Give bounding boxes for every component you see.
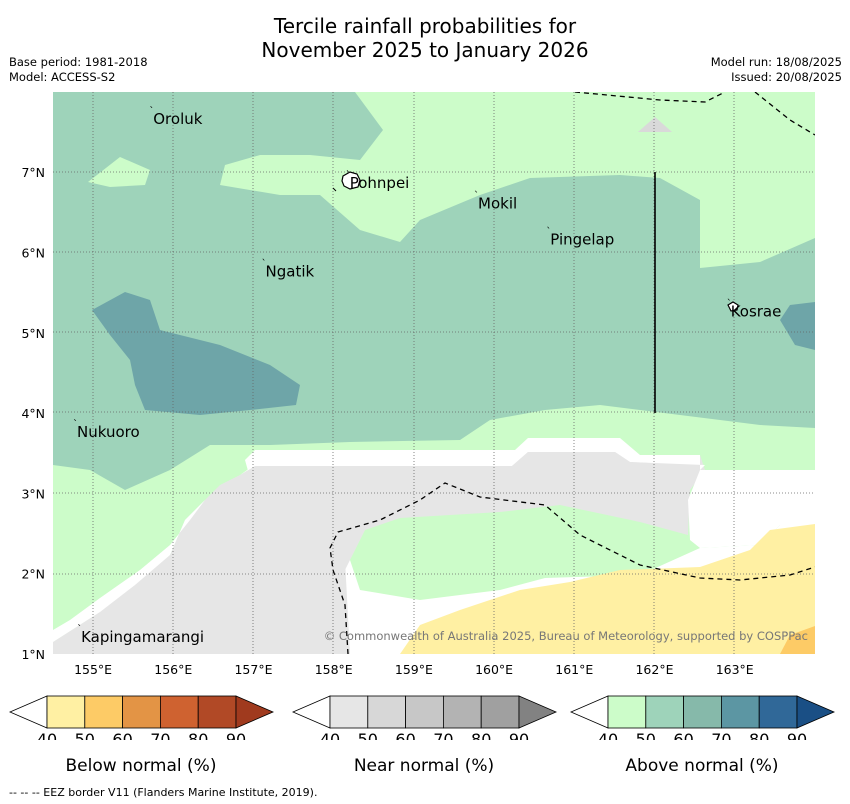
eez-footnote: -- -- -- EEZ border V11 (Flanders Marine… <box>9 786 318 799</box>
place-marker: ` <box>346 169 351 181</box>
lon-tick-label: 155°E <box>74 662 112 677</box>
colorbar-segment <box>758 695 798 729</box>
place-marker: ` <box>262 258 267 270</box>
colorbar-tick-label: 80 <box>471 730 491 740</box>
copyright-text: © Commonwealth of Australia 2025, Bureau… <box>324 629 808 643</box>
place-label: Pingelap <box>550 230 614 248</box>
colorbar-tick-label: 70 <box>711 730 731 740</box>
place-label: Kosrae <box>731 303 782 321</box>
lat-tick-label: 6°N <box>21 246 45 261</box>
lon-tick-label: 159°E <box>395 662 433 677</box>
colorbar-segment <box>683 695 722 729</box>
colorbar-tick-label: 50 <box>75 730 95 740</box>
near-normal-label: Near normal (%) <box>353 756 495 776</box>
colorbar-segment <box>46 695 86 729</box>
below-normal-colorbar: 40 50 60 70 80 90 <box>8 695 275 740</box>
latitude-labels: 1°N 2°N 3°N 4°N 5°N 6°N 7°N <box>21 165 45 662</box>
colorbar-tick-label: 80 <box>188 730 208 740</box>
colorbar-tick-label: 90 <box>226 730 246 740</box>
near-normal-colorbar: 40 50 60 70 80 90 <box>291 695 558 740</box>
lat-tick-label: 1°N <box>21 647 45 662</box>
colorbar-tick-label: 40 <box>37 730 57 740</box>
place-marker: ` <box>149 105 154 117</box>
longitude-labels: 155°E 156°E 157°E 158°E 159°E 160°E 161°E 162°E… <box>74 662 754 677</box>
lat-tick-label: 3°N <box>21 486 45 501</box>
colorbar-tick-label: 40 <box>598 730 618 740</box>
place-label: Mokil <box>478 194 517 212</box>
colorbar-tick-label: 70 <box>433 730 453 740</box>
colorbar-segment <box>645 695 684 729</box>
colorbar-min-extension <box>569 695 609 729</box>
colorbar-min-extension <box>291 695 331 729</box>
below-normal-label: Below normal (%) <box>65 756 217 776</box>
place-label: Ngatik <box>266 263 315 281</box>
colorbar-tick-label: 60 <box>673 730 693 740</box>
colorbar-tick-label: 60 <box>112 730 132 740</box>
colorbar-segment <box>84 695 124 729</box>
above-normal-60-70-region <box>92 292 300 415</box>
lon-tick-label: 162°E <box>635 662 673 677</box>
graticule <box>53 92 815 654</box>
model-name: Model: ACCESS-S2 <box>9 70 116 84</box>
colorbar-max-extension <box>796 695 836 729</box>
chart-title-line1: Tercile rainfall probabilities for <box>273 14 577 38</box>
issued-date: Issued: 20/08/2025 <box>731 70 842 84</box>
place-label: Kapingamarangi <box>81 628 204 646</box>
lat-tick-label: 2°N <box>21 567 45 582</box>
colorbar-tick-label: 80 <box>749 730 769 740</box>
place-label: Nukuoro <box>77 423 140 441</box>
pohnpei-island <box>341 171 361 190</box>
colorbar-segment <box>367 695 406 729</box>
above-normal-label: Above normal (%) <box>625 756 779 776</box>
colorbar-segment <box>405 695 444 729</box>
chart-title-line2: November 2025 to January 2026 <box>261 38 589 62</box>
lon-tick-label: 157°E <box>234 662 272 677</box>
place-marker: ` <box>73 418 78 430</box>
place-label: Pohnpei <box>350 174 410 192</box>
lon-tick-label: 158°E <box>315 662 353 677</box>
place-label: Oroluk <box>153 110 202 128</box>
colorbar-segment <box>329 695 369 729</box>
base-period: Base period: 1981-2018 <box>9 55 148 69</box>
lon-tick-label: 161°E <box>555 662 593 677</box>
colorbar-segment <box>480 695 520 729</box>
above-normal-colorbar: 40 50 60 70 80 90 <box>569 695 836 740</box>
white-gap-region <box>245 438 815 548</box>
below-normal-40-50-region <box>400 524 815 654</box>
colorbar-tick-label: 50 <box>636 730 656 740</box>
map-fields <box>53 92 815 654</box>
place-marker: ` <box>727 298 732 310</box>
colorbar-segment <box>607 695 647 729</box>
lat-tick-label: 5°N <box>21 326 45 341</box>
colorbar-tick-label: 90 <box>509 730 529 740</box>
colorbar-tick-label: 50 <box>358 730 378 740</box>
colorbar-max-extension <box>518 695 558 729</box>
place-marker: ` <box>474 189 479 201</box>
colorbar-min-extension <box>8 695 48 729</box>
lat-tick-label: 4°N <box>21 406 45 421</box>
place-labels: ` Oroluk` Pohnpei` Mokil` Pingelap` Ngatik` Ko… <box>73 105 781 646</box>
colorbar-tick-label: 90 <box>787 730 807 740</box>
lat-tick-label: 7°N <box>21 165 45 180</box>
colorbar-segment <box>197 695 237 729</box>
colorbar-segment <box>122 695 161 729</box>
colorbar-segment <box>442 695 482 729</box>
eez-border <box>329 92 815 654</box>
lon-tick-label: 160°E <box>475 662 513 677</box>
kosrae-island <box>727 301 739 312</box>
below-normal-50-60-region <box>780 626 815 654</box>
place-marker: ` <box>77 623 82 635</box>
colorbars: 40 50 60 70 80 90 40 50 60 70 80 90 40 50 60 70 80 90 <box>8 695 836 740</box>
colorbar-tick-label: 40 <box>320 730 340 740</box>
colorbar-tick-label: 60 <box>395 730 415 740</box>
colorbar-segment <box>721 695 760 729</box>
place-marker: ` <box>546 225 551 237</box>
colorbar-tick-label: 70 <box>150 730 170 740</box>
model-run: Model run: 18/08/2025 <box>710 55 842 69</box>
lon-tick-label: 156°E <box>154 662 192 677</box>
lon-tick-label: 163°E <box>716 662 754 677</box>
colorbar-max-extension <box>235 695 275 729</box>
colorbar-segment <box>159 695 199 729</box>
